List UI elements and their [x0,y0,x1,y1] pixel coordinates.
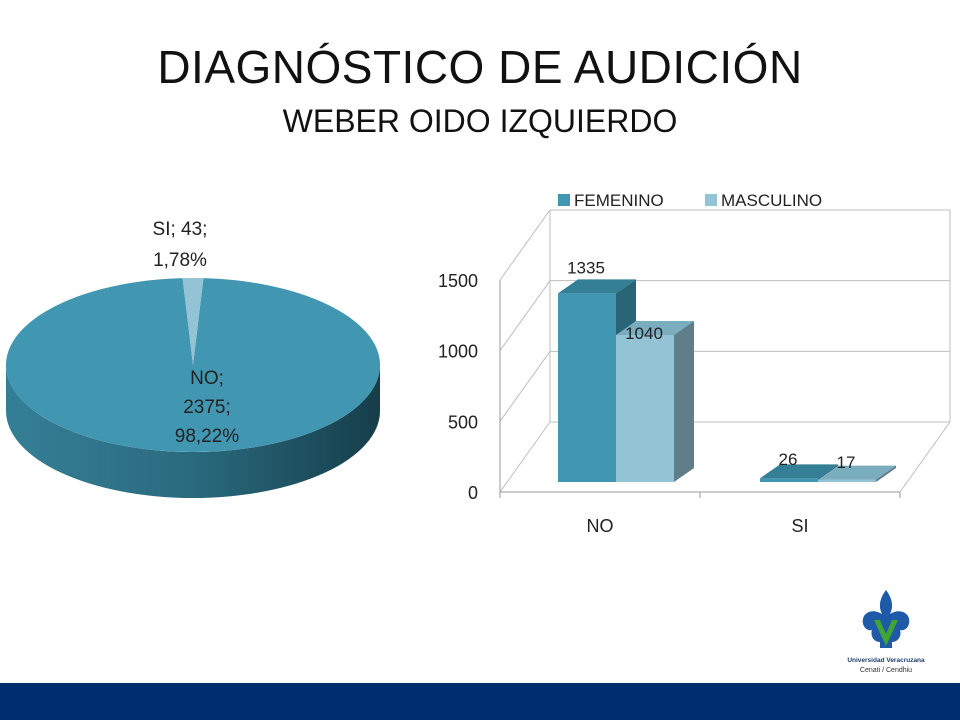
y-tick-label: 500 [448,412,478,432]
university-logo: Universidad Veracruzana Cenati / Cendhiu [836,584,936,682]
bar-side-face [674,321,694,482]
logo-line-2: Cenati / Cendhiu [860,667,912,674]
page-subtitle: WEBER OIDO IZQUIERDO [282,103,678,139]
grid-side-line [499,351,551,422]
logo-line-1: Universidad Veracruzana [847,657,925,664]
pie-label-si-line: 1,78% [153,250,207,271]
bar-femenino-si [760,478,818,482]
pie-slice-si [182,278,204,365]
university-emblem-icon: Universidad Veracruzana Cenati / Cendhiu [847,590,925,674]
legend-swatch-femenino [558,194,570,206]
pie-label-si-line: SI; 43; [153,219,208,240]
bar-value-label: 17 [837,453,856,472]
bar-value-label: 26 [779,450,798,469]
pie-side-wall [6,365,380,498]
bar-value-label: 1040 [625,324,663,343]
bar-masculino-no [616,335,674,482]
y-tick-label: 1000 [438,342,478,362]
pie-label-no-line: 2375; [183,397,231,418]
bar-chart: 0 500 1000 1500 1335 1040 NO 26 17 SI FEMENINO MASC… [438,191,951,536]
grid-side-line [499,421,551,493]
page-title: DIAGNÓSTICO DE AUDICIÓN [157,41,803,93]
bar-value-label: 1335 [567,258,605,277]
bar-top-face [818,465,896,480]
grid-side-line [499,280,551,351]
bar-femenino-no [558,293,616,482]
legend-label-femenino: FEMENINO [574,191,664,210]
pie-chart: NO; 2375; 98,22% SI; 43; 1,78% [6,219,381,498]
floor-right-edge [899,421,951,493]
y-tick-label: 0 [468,483,478,503]
grid-side-line [499,209,551,281]
pie-label-no-line: 98,22% [175,426,240,447]
legend-swatch-masculino [705,194,717,206]
bar-masculino-si [818,479,876,482]
bar-side-face [876,465,896,482]
y-tick-label: 1500 [438,271,478,291]
x-category-label: NO [587,516,614,536]
bar-top-face [760,464,838,479]
bar-top-face [558,279,636,294]
footer-bar [0,683,960,720]
pie-slice-no [6,278,381,452]
x-category-label: SI [791,516,808,536]
pie-label-no-line: NO; [190,368,224,389]
bar-top-face [616,321,694,336]
legend-label-masculino: MASCULINO [721,191,822,210]
